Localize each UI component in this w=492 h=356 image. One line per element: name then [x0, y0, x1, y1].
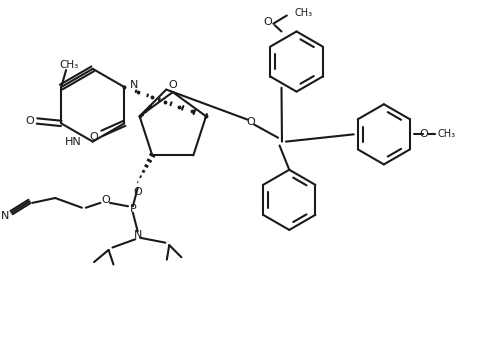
Text: O: O: [133, 187, 142, 197]
Text: P: P: [129, 204, 136, 214]
Text: N: N: [133, 230, 142, 240]
Text: HN: HN: [65, 137, 82, 147]
Text: O: O: [102, 195, 111, 205]
Text: O: O: [90, 132, 98, 142]
Text: O: O: [168, 80, 177, 90]
Text: O: O: [419, 129, 428, 139]
Text: N: N: [1, 211, 9, 221]
Text: CH₃: CH₃: [437, 129, 456, 139]
Text: CH₃: CH₃: [59, 60, 78, 70]
Text: O: O: [25, 116, 34, 126]
Text: CH₃: CH₃: [294, 8, 312, 18]
Text: N: N: [130, 80, 138, 90]
Text: O: O: [263, 17, 272, 27]
Text: O: O: [246, 117, 255, 127]
